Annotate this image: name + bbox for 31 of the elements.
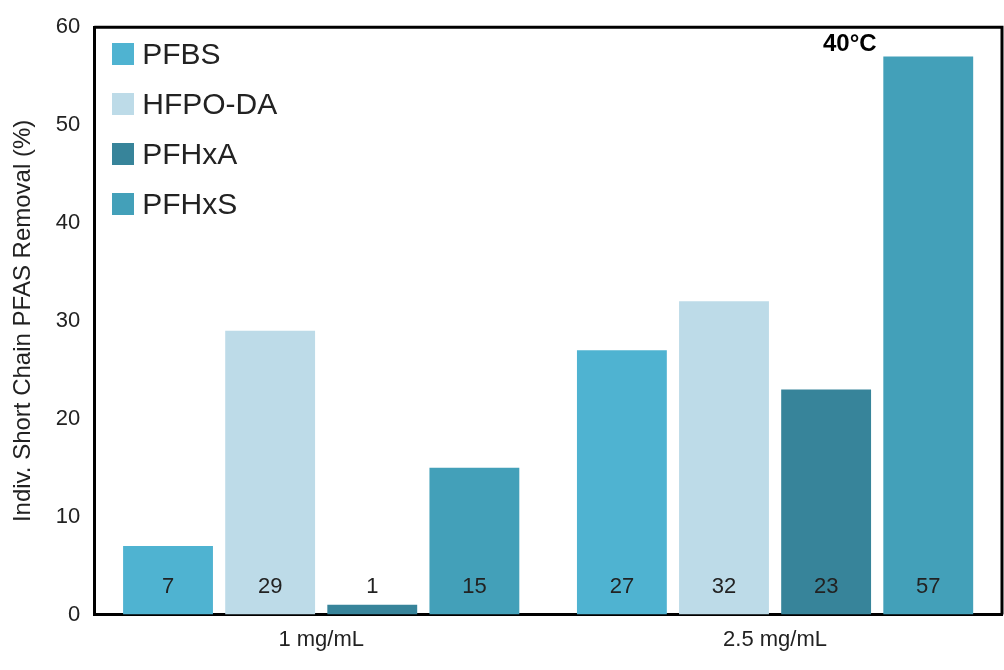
x-tick-label: 1 mg/mL: [278, 625, 364, 651]
y-tick-label: 0: [68, 600, 81, 626]
bar: [123, 546, 213, 615]
annotation: 40°C: [823, 29, 877, 58]
data-label: 29: [257, 572, 283, 598]
bar: [225, 330, 316, 615]
bar: [327, 604, 418, 615]
bar: [429, 467, 520, 615]
data-label: 32: [711, 572, 737, 598]
legend-label: PFHxS: [142, 187, 238, 222]
y-tick-label: 60: [55, 13, 81, 39]
legend-label: PFHxA: [142, 137, 238, 172]
data-label: 27: [609, 572, 635, 598]
y-tick-label: 50: [55, 111, 81, 137]
bar: [679, 301, 769, 615]
bar: [883, 56, 974, 615]
bar: [576, 350, 667, 615]
data-label: 15: [462, 572, 487, 598]
x-tick-label: 2.5 mg/mL: [723, 625, 828, 651]
y-tick-label: 10: [55, 502, 81, 528]
y-tick-label: 40: [55, 209, 81, 235]
y-tick-label: 30: [55, 306, 81, 332]
data-label: 23: [813, 572, 839, 598]
data-label: 1: [366, 572, 379, 598]
data-label: 57: [916, 572, 941, 598]
legend-label: PFBS: [142, 37, 221, 72]
y-tick-label: 20: [55, 404, 81, 430]
data-label: 7: [161, 572, 175, 598]
legend-label: HFPO-DA: [142, 87, 278, 122]
y-axis-title: Indiv. Short Chain PFAS Removal (%): [8, 119, 36, 523]
bar: [781, 389, 872, 615]
